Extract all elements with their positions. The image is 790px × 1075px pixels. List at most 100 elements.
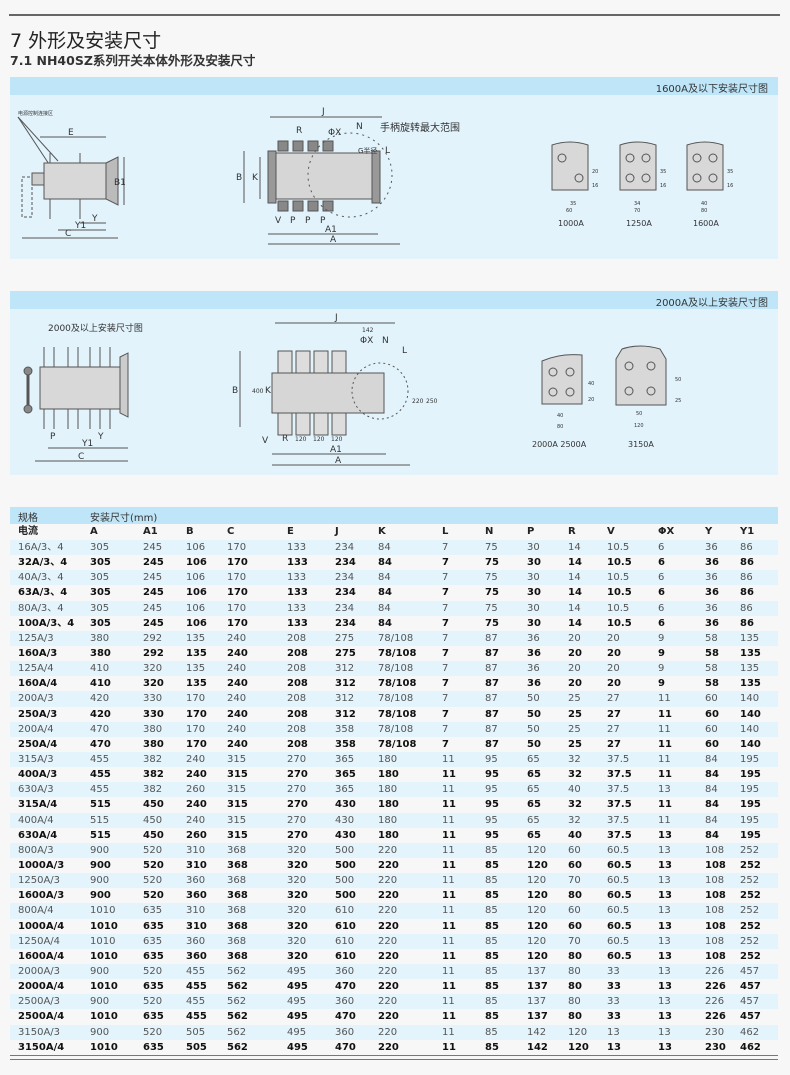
dimension-cell: 455 — [90, 784, 110, 796]
dim-y: Y — [91, 214, 98, 224]
dimension-cell: 562 — [227, 1041, 248, 1053]
dimension-cell: 120 — [527, 905, 547, 917]
dimension-cell: 430 — [335, 799, 356, 811]
dimension-cell: 234 — [335, 572, 355, 584]
dimension-cell: 292 — [143, 632, 163, 644]
dimension-cell: 10.5 — [607, 602, 630, 614]
dimension-cell: 220 — [378, 875, 398, 887]
dimension-cell: 86 — [740, 542, 753, 553]
dimension-cell: 37.5 — [607, 769, 632, 781]
current-rating-cell: 1000A/4 — [18, 920, 65, 932]
dimension-cell: 455 — [186, 965, 206, 977]
dimension-cell: 10.5 — [607, 617, 632, 629]
dimension-cell: 245 — [143, 542, 163, 553]
dimension-cell: 312 — [335, 693, 355, 705]
dimension-cell: 13 — [658, 1041, 672, 1053]
dimension-cell: 133 — [287, 617, 308, 629]
terminal-dim: 40 — [701, 201, 707, 207]
dimension-cell: 1010 — [90, 1011, 118, 1023]
dimension-cell: 368 — [227, 950, 248, 962]
dimension-cell: 11 — [442, 1011, 456, 1023]
dimension-cell: 13 — [658, 784, 671, 796]
dimension-cell: 87 — [485, 663, 498, 675]
current-rating-cell: 1600A/4 — [18, 950, 65, 962]
dimension-cell: 85 — [485, 1026, 498, 1038]
dimension-cell: 500 — [335, 844, 355, 856]
dimension-cell: 85 — [485, 950, 499, 962]
dimension-cell: 60 — [705, 723, 718, 735]
dimension-cell: 900 — [90, 1026, 110, 1038]
dimension-cell: 87 — [485, 693, 498, 705]
column-header: A — [90, 526, 98, 537]
dimension-cell: 457 — [740, 1011, 761, 1023]
dimension-cell: 11 — [442, 784, 455, 796]
dimension-cell: 310 — [186, 844, 206, 856]
dimension-cell: 27 — [607, 738, 621, 750]
table-row: 3150A/4 1010 635 505 562 495 470 220 11 85 142 120 1… — [10, 1039, 778, 1055]
dimension-cell: 275 — [335, 647, 356, 659]
dimension-cell: 86 — [740, 602, 753, 614]
dimension-cell: 133 — [287, 557, 308, 569]
dimension-cell: 900 — [90, 844, 110, 856]
dimension-cell: 120 — [527, 890, 548, 902]
dimension-cell: 36 — [527, 663, 540, 675]
dimension-cell: 20 — [607, 678, 621, 690]
dimension-cell: 85 — [485, 920, 499, 932]
dimension-cell: 60 — [705, 693, 718, 705]
dimension-cell: 135 — [186, 632, 206, 644]
dimension-cell: 86 — [740, 617, 754, 629]
dimension-cell: 11 — [442, 920, 456, 932]
dimension-cell: 170 — [227, 587, 248, 599]
dimension-cell: 208 — [287, 708, 308, 720]
dimension-cell: 135 — [740, 647, 761, 659]
dimension-cell: 240 — [186, 769, 207, 781]
table-group-header: 规格 安装尺寸(mm) — [10, 507, 778, 524]
dimension-cell: 380 — [143, 738, 164, 750]
dimension-cell: 220 — [378, 905, 398, 917]
dimension-cell: 60.5 — [607, 920, 632, 932]
dimension-cell: 6 — [658, 557, 665, 569]
terminal-dim: 35 — [660, 169, 666, 175]
dimension-cell: 58 — [705, 663, 718, 675]
dimension-cell: 13 — [658, 920, 672, 932]
dimension-cell: 11 — [442, 890, 456, 902]
dimension-cell: 95 — [485, 814, 498, 826]
dimension-cell: 108 — [705, 844, 725, 856]
dimension-cell: 84 — [705, 799, 719, 811]
dimension-cell: 36 — [527, 678, 541, 690]
dimension-cell: 240 — [186, 799, 207, 811]
dimension-cell: 505 — [186, 1026, 206, 1038]
dimension-cell: 195 — [740, 829, 761, 841]
dimension-cell: 108 — [705, 875, 725, 887]
dimension-cell: 470 — [335, 1041, 356, 1053]
dimension-cell: 65 — [527, 799, 541, 811]
dimension-cell: 180 — [378, 814, 398, 826]
dimension-cell: 137 — [527, 1011, 548, 1023]
dimension-cell: 252 — [740, 950, 761, 962]
panel-caption: 2000A及以上安装尺寸图 — [655, 298, 768, 309]
dimension-cell: 135 — [186, 663, 206, 675]
dimension-cell: 220 — [378, 950, 399, 962]
dim-142: 142 — [362, 327, 374, 334]
current-rating-cell: 63A/3、4 — [18, 587, 68, 599]
dimension-cell: 108 — [705, 890, 726, 902]
dimension-cell: 240 — [227, 678, 248, 690]
terminal-dim: 50 — [636, 411, 642, 417]
dim-phix: ΦX — [328, 128, 341, 138]
dimension-cell: 86 — [740, 587, 754, 599]
current-rating-cell: 630A/3 — [18, 784, 54, 796]
dimension-cell: 610 — [335, 935, 355, 947]
dim-r: R — [282, 434, 288, 444]
dimension-cell: 13 — [607, 1026, 620, 1038]
dimension-cell: 900 — [90, 890, 111, 902]
dimension-cell: 135 — [740, 678, 761, 690]
dimension-cell: 95 — [485, 784, 498, 796]
dim-120: 120 — [313, 436, 325, 443]
dimension-cell: 520 — [143, 875, 163, 887]
dimension-cell: 170 — [227, 542, 247, 553]
table-row: 2000A/3 900 520 455 562 495 360 220 11 85 137 80 33 1… — [10, 963, 778, 980]
dimension-cell: 84 — [705, 829, 719, 841]
dimension-cell: 30 — [527, 572, 540, 584]
dimension-cell: 10.5 — [607, 587, 632, 599]
dimension-cell: 142 — [527, 1041, 548, 1053]
